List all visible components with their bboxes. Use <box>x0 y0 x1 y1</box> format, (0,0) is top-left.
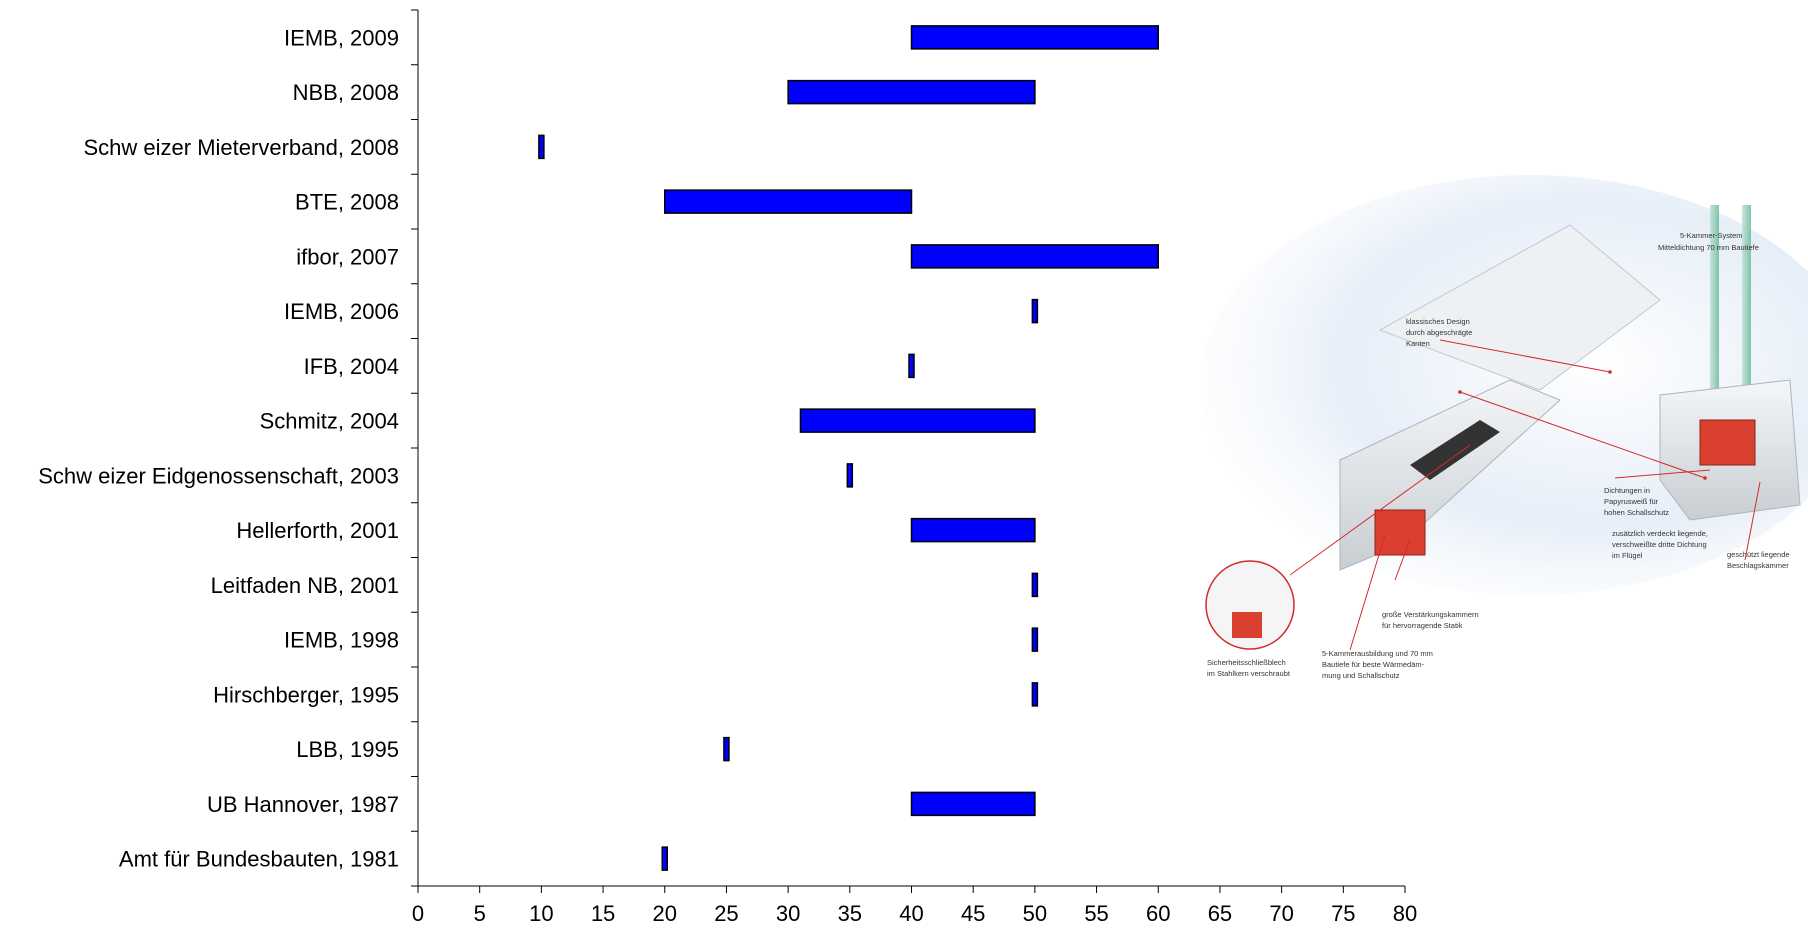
range-bar <box>846 463 854 488</box>
x-tick-labels: 0 5 10 15 20 25 30 35 40 45 50 55 60 65 70 75 80 <box>412 901 1417 926</box>
range-bar <box>1031 298 1039 324</box>
window-sash <box>1378 224 1661 391</box>
glass-pane-outer <box>1710 205 1719 400</box>
range-bar <box>538 134 545 160</box>
category-label: Schw eizer Mieterverband, 2008 <box>84 135 400 160</box>
x-tick-label: 80 <box>1393 901 1417 926</box>
category-label: Schw eizer Eidgenossenschaft, 2003 <box>38 463 399 488</box>
annotation-verstaerkung-line2: für hervorragende Statik <box>1382 621 1463 630</box>
annotation-design-line2: durch abgeschrägte <box>1406 328 1472 337</box>
window-frame-illustration: 5-Kammer-System Mitteldichtung 70 mm Bau… <box>1200 175 1808 680</box>
annotation-kammerausbildung-line1: 5-Kammerausbildung und 70 mm <box>1322 649 1433 658</box>
glass-pane-inner <box>1742 205 1751 400</box>
annotation-dritte-dichtung-line1: zusätzlich verdeckt liegende, <box>1612 529 1708 538</box>
x-tick-label: 70 <box>1269 901 1293 926</box>
x-tick-label: 75 <box>1331 901 1355 926</box>
x-tick-label: 15 <box>591 901 615 926</box>
x-tick-label: 55 <box>1084 901 1108 926</box>
category-label: Hirschberger, 1995 <box>213 682 399 707</box>
category-label: ifbor, 2007 <box>296 244 399 269</box>
x-tick-label: 40 <box>899 901 923 926</box>
x-tick-label: 35 <box>838 901 862 926</box>
range-bar <box>910 244 1159 269</box>
annotation-beschlagskammer-line1: geschützt liegende <box>1727 550 1790 559</box>
annotation-kammerausbildung-line3: mung und Schallschutz <box>1322 671 1400 680</box>
y-axis <box>411 9 419 887</box>
x-tick-label: 5 <box>474 901 486 926</box>
x-tick-label: 60 <box>1146 901 1170 926</box>
range-bar <box>910 25 1159 50</box>
category-label: Leitfaden NB, 2001 <box>211 573 399 598</box>
category-labels: IEMB, 2009 NBB, 2008 Schw eizer Mieterverb… <box>38 25 399 871</box>
x-axis <box>417 885 1406 893</box>
annotation-dichtungen-line1: Dichtungen in <box>1604 486 1650 495</box>
annotation-5-kammer-system: 5-Kammer-System <box>1680 231 1743 240</box>
annotation-beschlagskammer-line2: Beschlagskammer <box>1727 561 1789 570</box>
range-bar <box>1031 682 1039 707</box>
annotation-verstaerkung-line1: große Verstärkungskammern <box>1382 610 1479 619</box>
range-bar <box>908 353 915 379</box>
range-bar <box>910 791 1036 817</box>
annotation-schliessblech-line1: Sicherheitsschließblech <box>1207 658 1286 667</box>
range-bar <box>664 189 913 214</box>
annotation-dritte-dichtung-line2: verschweißte dritte Dichtung <box>1612 540 1707 549</box>
annotation-design-line3: Kanten <box>1406 339 1430 348</box>
range-bar <box>787 79 1036 105</box>
category-label: IFB, 2004 <box>304 354 399 379</box>
range-bar <box>1031 627 1039 652</box>
category-label: LBB, 1995 <box>296 737 399 762</box>
x-tick-label: 10 <box>529 901 553 926</box>
range-bar <box>799 408 1036 433</box>
x-tick-label: 30 <box>776 901 800 926</box>
annotation-dichtungen-line2: Papyrusweiß für <box>1604 497 1659 506</box>
annotation-mitteldichtung: Mitteldichtung 70 mm Bautiefe <box>1658 243 1759 252</box>
annotation-schliessblech-line2: im Stahlkern verschraubt <box>1207 669 1291 678</box>
category-label: Amt für Bundesbauten, 1981 <box>119 847 399 872</box>
x-tick-label: 50 <box>1023 901 1047 926</box>
category-label: BTE, 2008 <box>295 190 399 215</box>
gasket <box>1410 420 1500 480</box>
annotation-design-line1: klassisches Design <box>1406 317 1470 326</box>
range-bar <box>723 736 730 762</box>
category-label: IEMB, 2009 <box>284 25 399 50</box>
reinforcement-chamber-left <box>1374 509 1426 556</box>
category-label: Schmitz, 2004 <box>260 409 399 434</box>
range-bar <box>910 517 1036 543</box>
category-label: NBB, 2008 <box>293 80 399 105</box>
detail-chamber <box>1232 612 1262 638</box>
x-tick-label: 20 <box>653 901 677 926</box>
range-bar <box>661 846 668 871</box>
annotation-kammerausbildung-line2: Bautiefe für beste Wärmedäm- <box>1322 660 1425 669</box>
category-label: UB Hannover, 1987 <box>207 792 399 817</box>
annotation-dichtungen-line3: hohen Schallschutz <box>1604 508 1669 517</box>
x-tick-label: 45 <box>961 901 985 926</box>
reinforcement-chamber-right <box>1699 419 1756 466</box>
detail-circle <box>1205 560 1295 650</box>
annotation-dritte-dichtung-line3: im Flügel <box>1612 551 1643 560</box>
x-tick-label: 0 <box>412 901 424 926</box>
category-label: Hellerforth, 2001 <box>236 518 399 543</box>
x-tick-label: 65 <box>1208 901 1232 926</box>
range-bar <box>1031 572 1039 598</box>
category-label: IEMB, 2006 <box>284 299 399 324</box>
category-label: IEMB, 1998 <box>284 628 399 653</box>
x-tick-label: 25 <box>714 901 738 926</box>
bars <box>538 25 1159 871</box>
